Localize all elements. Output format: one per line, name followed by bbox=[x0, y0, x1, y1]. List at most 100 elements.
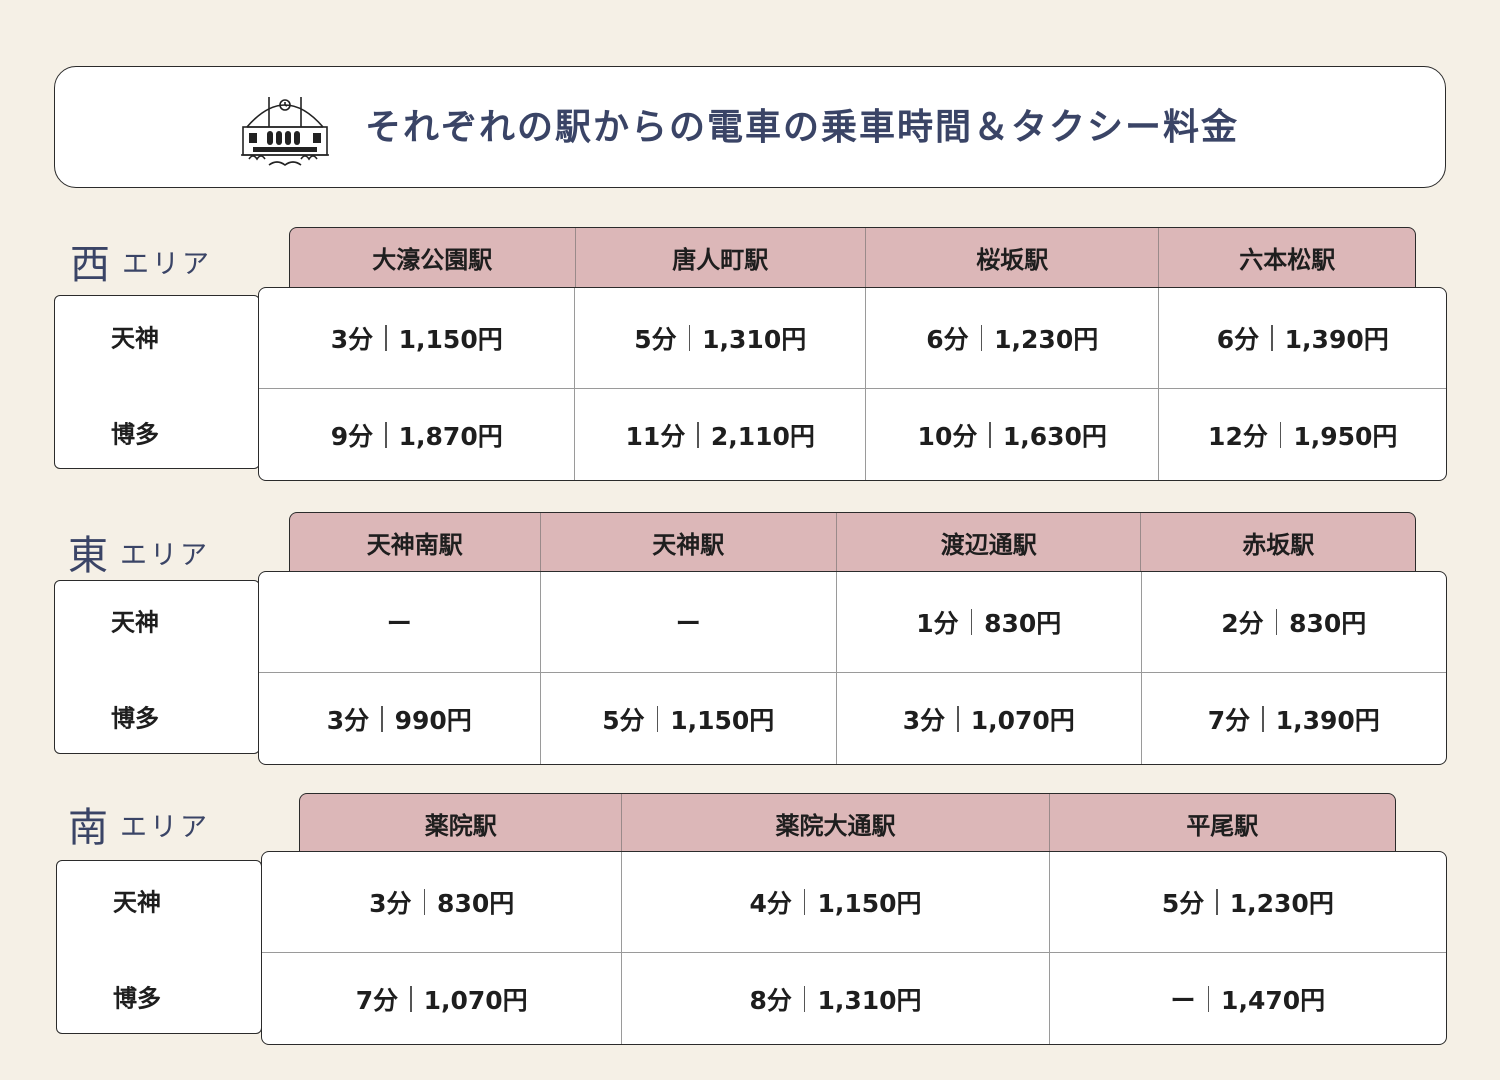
separator-bar bbox=[385, 421, 387, 448]
area-label: 東エリア bbox=[68, 523, 210, 581]
taxi-fare: 2,110円 bbox=[710, 421, 815, 451]
origin-label: 博多 bbox=[113, 984, 161, 1013]
separator-bar bbox=[980, 325, 983, 351]
station-header: 薬院駅 bbox=[300, 794, 623, 853]
taxi-fare: 1,870円 bbox=[398, 421, 503, 451]
station-building-icon bbox=[241, 97, 329, 166]
station-header: 六本松駅 bbox=[1239, 246, 1336, 274]
page-title: それぞれの駅からの電車の乗車時間＆タクシー料金 bbox=[365, 107, 1240, 148]
fare-cell: 2分 830円 bbox=[1142, 572, 1446, 672]
ride-time: 12分 bbox=[1208, 421, 1268, 451]
separator-bar bbox=[423, 889, 426, 915]
fare-cell: 9分 1,870円 bbox=[259, 389, 576, 480]
fare-cell: 8分 1,310円 bbox=[622, 953, 1050, 1044]
fare-cell: 7分 1,390円 bbox=[1142, 673, 1446, 764]
area-suffix: エリア bbox=[120, 811, 210, 843]
taxi-fare: 1,230円 bbox=[1229, 889, 1334, 918]
fare-cell: 12分 1,950円 bbox=[1159, 389, 1446, 480]
separator-bar bbox=[1216, 889, 1218, 915]
station-header: 大濠公園駅 bbox=[290, 228, 576, 287]
area-kanji: 西 bbox=[70, 242, 110, 288]
fare-cell: 10分 1,630円 bbox=[866, 389, 1160, 480]
separator-bar bbox=[385, 325, 387, 351]
taxi-fare: 1,070円 bbox=[970, 705, 1075, 735]
ride-time: 5分 bbox=[634, 325, 677, 354]
fare-grid: 3分 1,150円 5分 1,310円 6分 1,230円 6分 1,390円 9分 1,870円… bbox=[258, 287, 1447, 481]
origin-label: 博多 bbox=[111, 420, 159, 449]
taxi-fare: 830円 bbox=[437, 889, 515, 918]
area-suffix: エリア bbox=[122, 248, 212, 280]
ride-time: 7分 bbox=[1207, 705, 1251, 735]
origin-label: 天神 bbox=[113, 888, 161, 917]
origin-label: 天神 bbox=[111, 324, 159, 353]
ride-time: 10分 bbox=[917, 421, 978, 451]
separator-bar bbox=[1262, 705, 1264, 732]
ride-time: 6分 bbox=[1216, 325, 1260, 354]
origin-label: 天神 bbox=[111, 608, 159, 637]
taxi-fare: 1,950円 bbox=[1293, 421, 1398, 451]
station-header: 平尾駅 bbox=[1186, 812, 1259, 840]
table-row: 3分 1,150円 5分 1,310円 6分 1,230円 6分 1,390円 bbox=[259, 288, 1446, 388]
fare-cell: 3分 1,070円 bbox=[837, 673, 1142, 764]
title-banner: それぞれの駅からの電車の乗車時間＆タクシー料金 bbox=[54, 66, 1446, 188]
fare-cell: ー 1,470円 bbox=[1050, 953, 1446, 1044]
ride-time: 3分 bbox=[369, 889, 412, 918]
station-header: 天神南駅 bbox=[290, 513, 541, 572]
origin-label-box: 天神 博多 bbox=[54, 295, 260, 469]
separator-bar bbox=[1279, 421, 1282, 448]
origin-label: 博多 bbox=[111, 704, 159, 733]
fare-cell: 5分 1,230円 bbox=[1050, 852, 1446, 952]
ride-time: ー bbox=[1170, 985, 1196, 1015]
area-label: 西エリア bbox=[70, 232, 212, 290]
ride-time: 3分 bbox=[902, 705, 946, 735]
no-data-dash: ー bbox=[675, 609, 701, 638]
area-kanji: 東 bbox=[68, 533, 108, 579]
no-data-dash: ー bbox=[386, 609, 412, 638]
ride-time: 5分 bbox=[602, 705, 645, 735]
origin-label-box: 天神 博多 bbox=[56, 860, 262, 1034]
station-header: 桜坂駅 bbox=[866, 228, 1160, 287]
fare-grid: 3分 830円 4分 1,150円 5分 1,230円 7分 1,070円 8分 1,310円 ー 1… bbox=[261, 851, 1447, 1045]
fare-cell: 6分 1,390円 bbox=[1159, 288, 1446, 388]
ride-time: 3分 bbox=[330, 325, 374, 354]
ride-time: 8分 bbox=[749, 985, 792, 1015]
ride-time: 9分 bbox=[330, 421, 374, 451]
separator-bar bbox=[1207, 985, 1210, 1012]
fare-cell: ー bbox=[259, 572, 541, 672]
taxi-fare: 1,230円 bbox=[994, 325, 1099, 354]
separator-bar bbox=[1271, 325, 1273, 351]
ride-time: 7分 bbox=[355, 985, 399, 1015]
separator-bar bbox=[688, 325, 691, 351]
station-header-row: 薬院駅 薬院大通駅 平尾駅 bbox=[299, 793, 1396, 853]
table-row: 7分 1,070円 8分 1,310円 ー 1,470円 bbox=[262, 952, 1446, 1044]
fare-cell: 4分 1,150円 bbox=[622, 852, 1050, 952]
taxi-fare: 1,150円 bbox=[670, 705, 775, 735]
taxi-fare: 1,150円 bbox=[817, 889, 922, 918]
area-suffix: エリア bbox=[120, 539, 210, 571]
ride-time: 1分 bbox=[916, 609, 959, 638]
separator-bar bbox=[410, 985, 412, 1012]
station-header: 渡辺通駅 bbox=[837, 513, 1142, 572]
taxi-fare: 1,470円 bbox=[1221, 985, 1326, 1015]
ride-time: 11分 bbox=[625, 421, 686, 451]
station-header-row: 天神南駅 天神駅 渡辺通駅 赤坂駅 bbox=[289, 512, 1416, 572]
origin-label-box: 天神 博多 bbox=[54, 580, 260, 754]
table-row: 3分 830円 4分 1,150円 5分 1,230円 bbox=[262, 852, 1446, 952]
area-label: 南エリア bbox=[68, 795, 210, 853]
station-header-row: 大濠公園駅 唐人町駅 桜坂駅 六本松駅 bbox=[289, 227, 1416, 287]
separator-bar bbox=[1275, 609, 1278, 635]
taxi-fare: 830円 bbox=[1289, 609, 1367, 638]
table-row: 3分 990円 5分 1,150円 3分 1,070円 7分 1,390円 bbox=[259, 672, 1446, 764]
area-kanji: 南 bbox=[68, 805, 108, 851]
fare-cell: 6分 1,230円 bbox=[866, 288, 1160, 388]
taxi-fare: 990円 bbox=[394, 705, 472, 735]
station-header: 唐人町駅 bbox=[576, 228, 866, 287]
fare-grid: ー ー 1分 830円 2分 830円 3分 990円 5分 1,150円 3分 1,070円 7分 1,… bbox=[258, 571, 1447, 765]
taxi-fare: 1,310円 bbox=[702, 325, 807, 354]
station-header: 天神駅 bbox=[541, 513, 838, 572]
table-row: ー ー 1分 830円 2分 830円 bbox=[259, 572, 1446, 672]
separator-bar bbox=[803, 889, 806, 915]
separator-bar bbox=[697, 421, 699, 448]
fare-cell: 1分 830円 bbox=[837, 572, 1142, 672]
separator-bar bbox=[656, 705, 659, 732]
